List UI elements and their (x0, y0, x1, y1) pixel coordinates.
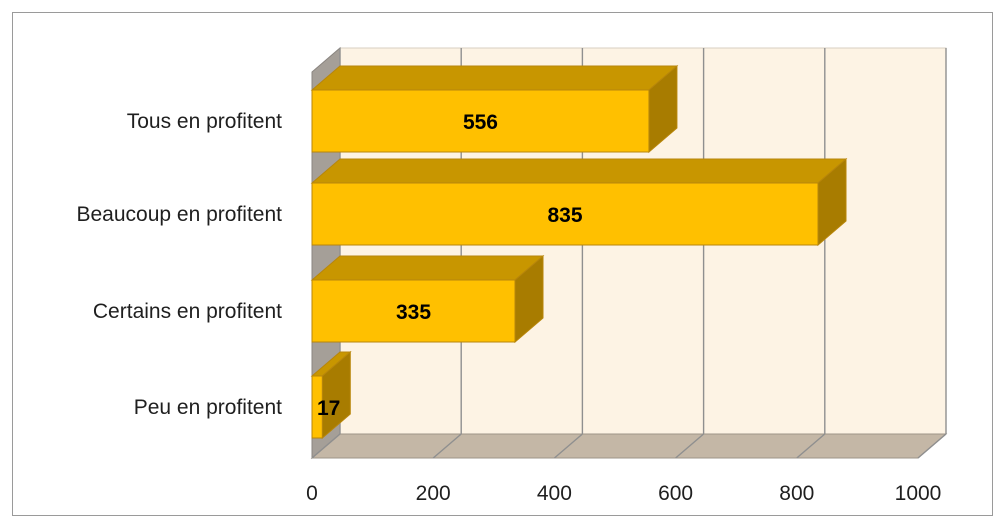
bar (310, 157, 848, 247)
bar (310, 64, 679, 154)
data-label: 556 (463, 111, 498, 134)
data-label: 17 (317, 397, 340, 420)
data-labels: 556 835 335 17 (317, 111, 583, 420)
category-labels: Tous en profitent Beaucoup en profitent Ce… (77, 110, 283, 419)
x-tick-label: 1000 (895, 482, 942, 505)
bar (310, 254, 545, 344)
data-label: 835 (547, 204, 582, 227)
data-label: 335 (396, 301, 431, 324)
bar-front (311, 89, 650, 153)
bar-top (310, 158, 848, 184)
floor-gridline (311, 433, 341, 459)
x-tick-label: 800 (779, 482, 814, 505)
floor-gridline (675, 433, 705, 459)
category-label: Peu en profitent (134, 396, 282, 419)
bar-front (311, 182, 819, 246)
category-label: Tous en profitent (127, 110, 282, 133)
floor (310, 433, 948, 459)
bar-top (310, 255, 545, 281)
x-tick-labels: 0 200 400 600 800 1000 (306, 482, 941, 505)
category-label: Certains en profitent (93, 300, 282, 323)
x-tick-label: 600 (658, 482, 693, 505)
floor-gridline (553, 433, 583, 459)
floor-gridline (917, 433, 947, 459)
chart-bars (310, 64, 848, 440)
x-tick-label: 0 (306, 482, 318, 505)
bar (310, 350, 352, 440)
x-tick-label: 400 (537, 482, 572, 505)
bar-top (310, 65, 679, 91)
floor-gridline (796, 433, 826, 459)
bar-front (311, 375, 323, 439)
x-tick-label: 200 (416, 482, 451, 505)
floor-gridline (432, 433, 462, 459)
category-label: Beaucoup en profitent (77, 203, 283, 226)
bar-front (311, 279, 516, 343)
